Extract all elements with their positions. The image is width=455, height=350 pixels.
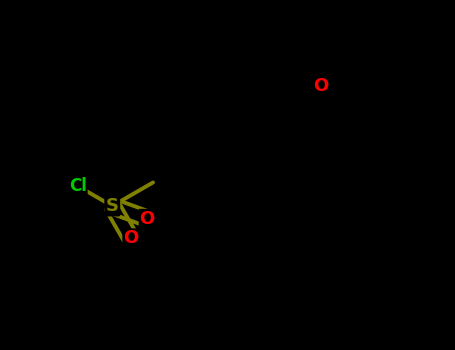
Text: O: O [313,77,328,95]
Text: O: O [140,210,155,228]
Text: Cl: Cl [69,177,87,195]
Text: S: S [106,197,119,215]
Text: O: O [123,229,138,247]
